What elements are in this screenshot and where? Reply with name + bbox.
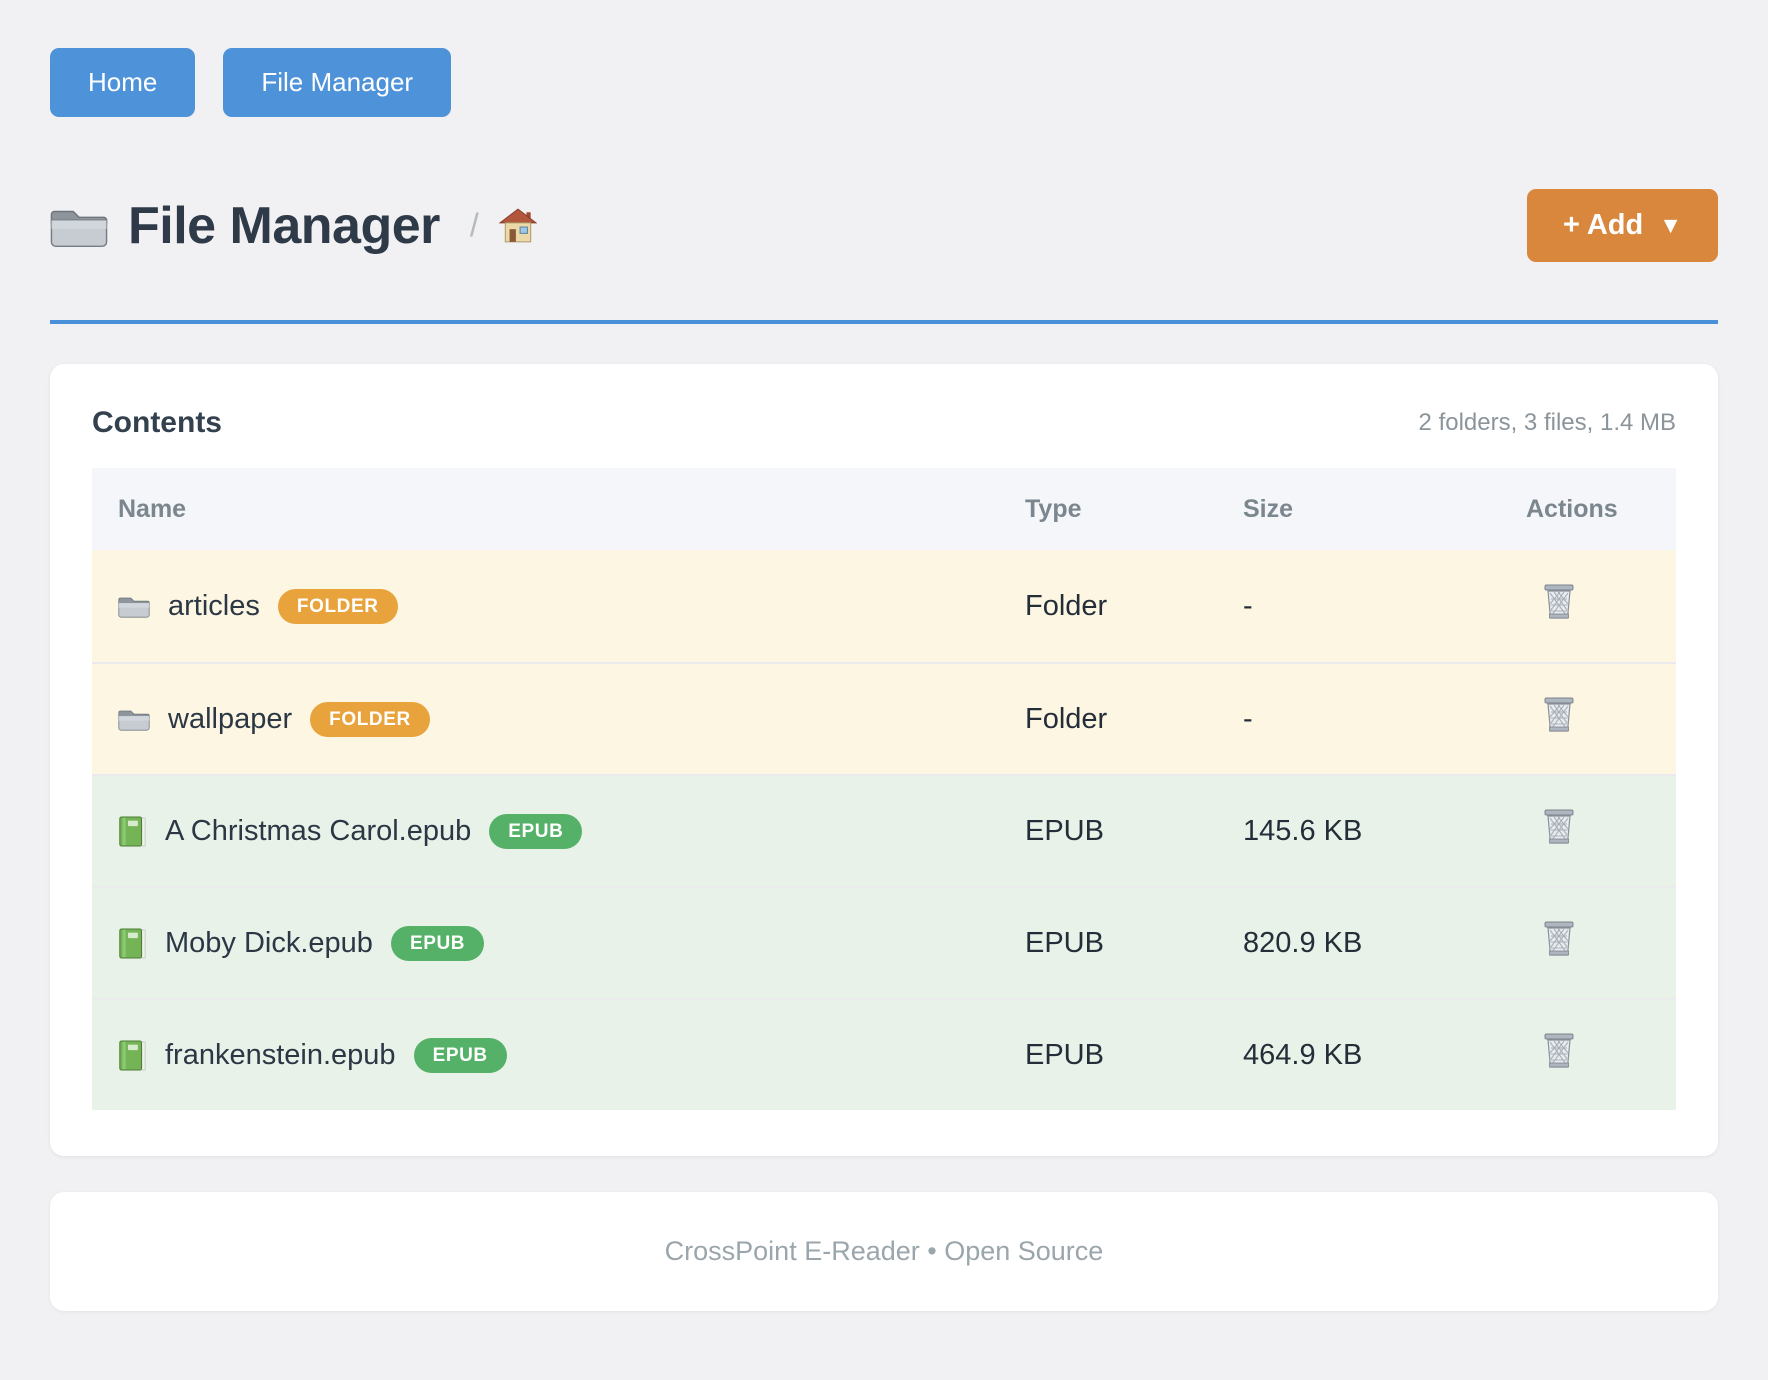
item-type: Folder bbox=[1025, 589, 1108, 622]
type-badge: FOLDER bbox=[277, 588, 398, 624]
delete-button[interactable] bbox=[1542, 1032, 1576, 1070]
item-name-link[interactable]: frankenstein.epub bbox=[165, 1038, 396, 1071]
breadcrumb-separator: / bbox=[469, 207, 479, 243]
delete-button[interactable] bbox=[1542, 696, 1576, 734]
type-badge: EPUB bbox=[489, 813, 583, 849]
type-badge: EPUB bbox=[413, 1037, 507, 1073]
file-table: Name Type Size Actions articles FOLDER F… bbox=[92, 468, 1676, 1110]
type-badge: EPUB bbox=[390, 925, 485, 961]
footer-text: CrossPoint E-Reader • Open Source bbox=[664, 1236, 1104, 1266]
footer-card: CrossPoint E-Reader • Open Source bbox=[50, 1192, 1718, 1311]
add-button[interactable]: + Add ▼ bbox=[1526, 189, 1718, 262]
item-type: EPUB bbox=[1025, 1038, 1104, 1071]
add-button-label: + Add bbox=[1562, 209, 1644, 241]
card-title: Contents bbox=[92, 406, 222, 439]
trash-icon bbox=[1542, 1032, 1576, 1070]
trash-icon bbox=[1542, 920, 1576, 958]
column-header-type: Type bbox=[1025, 494, 1082, 523]
delete-button[interactable] bbox=[1542, 808, 1576, 846]
column-header-name: Name bbox=[118, 494, 187, 523]
delete-button[interactable] bbox=[1542, 583, 1576, 621]
contents-card: Contents 2 folders, 3 files, 1.4 MB Name… bbox=[50, 364, 1718, 1156]
page-header: File Manager / + Add ▼ bbox=[50, 189, 1718, 262]
nav-home-button[interactable]: Home bbox=[50, 48, 196, 117]
page-title: File Manager bbox=[128, 196, 440, 255]
book-icon bbox=[118, 815, 147, 848]
book-icon bbox=[118, 1039, 147, 1072]
item-name-link[interactable]: A Christmas Carol.epub bbox=[165, 814, 472, 847]
table-row: Moby Dick.epub EPUB EPUB 820.9 KB bbox=[92, 886, 1676, 998]
table-row: frankenstein.epub EPUB EPUB 464.9 KB bbox=[92, 998, 1676, 1110]
card-header: Contents 2 folders, 3 files, 1.4 MB bbox=[92, 406, 1676, 440]
table-header-row: Name Type Size Actions bbox=[92, 468, 1676, 550]
item-size: 145.6 KB bbox=[1243, 814, 1363, 847]
item-size: - bbox=[1243, 702, 1253, 735]
nav-file-manager-button[interactable]: File Manager bbox=[223, 48, 452, 117]
folder-icon bbox=[50, 201, 108, 251]
item-size: - bbox=[1243, 589, 1253, 622]
item-size: 820.9 KB bbox=[1243, 926, 1363, 959]
type-badge: FOLDER bbox=[310, 701, 430, 737]
page: Home File Manager File Manager / + Add ▼… bbox=[50, 0, 1718, 1311]
table-row: articles FOLDER Folder - bbox=[92, 550, 1676, 662]
column-header-actions: Actions bbox=[1526, 494, 1618, 523]
home-icon[interactable] bbox=[499, 208, 537, 244]
item-size: 464.9 KB bbox=[1243, 1038, 1363, 1071]
folder-icon bbox=[118, 705, 150, 733]
folder-icon bbox=[118, 592, 150, 620]
top-nav: Home File Manager bbox=[50, 0, 1718, 117]
chevron-down-icon: ▼ bbox=[1659, 212, 1682, 238]
table-row: wallpaper FOLDER Folder - bbox=[92, 662, 1676, 774]
column-header-size: Size bbox=[1243, 494, 1294, 523]
trash-icon bbox=[1542, 583, 1576, 621]
delete-button[interactable] bbox=[1542, 920, 1576, 958]
trash-icon bbox=[1542, 696, 1576, 734]
title-group: File Manager / bbox=[50, 196, 537, 256]
item-name-link[interactable]: Moby Dick.epub bbox=[165, 926, 373, 959]
item-name-link[interactable]: articles bbox=[168, 589, 260, 622]
item-type: Folder bbox=[1025, 702, 1108, 735]
trash-icon bbox=[1542, 808, 1576, 846]
table-row: A Christmas Carol.epub EPUB EPUB 145.6 K… bbox=[92, 774, 1676, 886]
book-icon bbox=[118, 927, 147, 960]
contents-summary: 2 folders, 3 files, 1.4 MB bbox=[1418, 409, 1676, 436]
title-underline bbox=[50, 320, 1718, 324]
item-type: EPUB bbox=[1025, 926, 1104, 959]
item-name-link[interactable]: wallpaper bbox=[168, 702, 293, 735]
item-type: EPUB bbox=[1025, 814, 1104, 847]
